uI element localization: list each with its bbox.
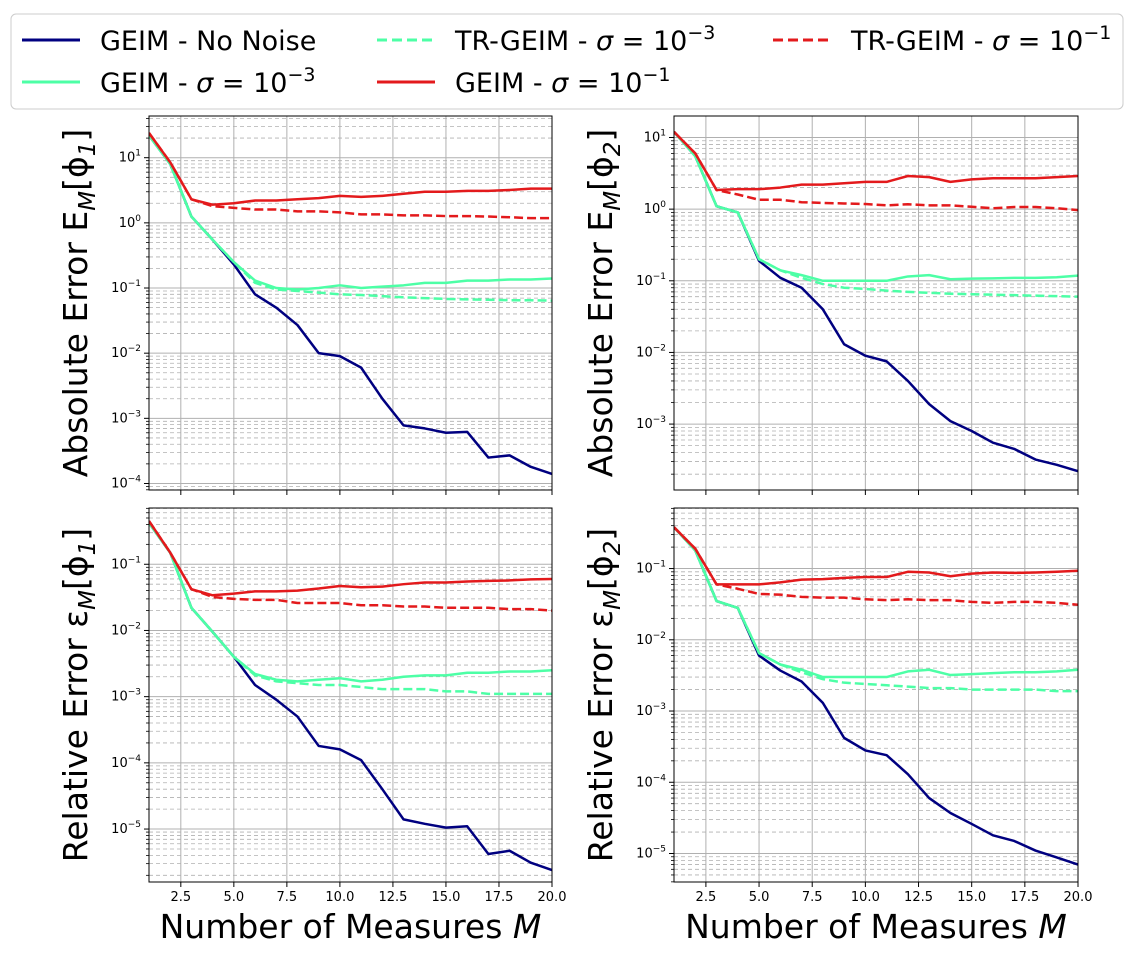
y-tick-label: 10−4 bbox=[111, 754, 141, 771]
axes-frame bbox=[673, 507, 1079, 883]
y-tick-label: 100 bbox=[644, 200, 667, 217]
y-tick-label: 10−4 bbox=[636, 773, 666, 790]
x-tick-label: 10.0 bbox=[851, 890, 880, 905]
series-line bbox=[674, 526, 1078, 586]
legend-label: TR-GEIM - σ = 10−1 bbox=[850, 22, 1111, 57]
series-line bbox=[674, 130, 1078, 192]
y-tick-label: 101 bbox=[644, 128, 666, 145]
series-line bbox=[149, 134, 552, 291]
panel-bottom-right: 2.5 5.0 7.5 10.0 12.5 15.0 17.5 20.0 10−5 10−4 10−… bbox=[581, 507, 1093, 946]
axes-frame bbox=[148, 115, 553, 491]
legend-item: TR-GEIM - σ = 10−3 bbox=[377, 22, 715, 57]
panel-top-right: 10−3 10−2 10−1 100 101 Absolute Error EM[ϕ2] bbox=[581, 115, 1079, 495]
grid bbox=[149, 508, 552, 882]
y-tick-label: 10−5 bbox=[111, 820, 141, 837]
series-line bbox=[149, 134, 552, 302]
y-tick-label: 10−5 bbox=[636, 845, 666, 862]
y-tick-label: 10−1 bbox=[111, 555, 141, 572]
y-tick-label: 10−1 bbox=[636, 272, 666, 289]
legend-label: GEIM - No Noise bbox=[100, 26, 316, 57]
series-line bbox=[149, 134, 552, 476]
y-tick-label: 10−2 bbox=[111, 344, 141, 361]
series-line bbox=[674, 130, 1078, 298]
y-tick-label: 10−1 bbox=[636, 560, 666, 577]
series-line bbox=[149, 132, 552, 220]
x-tick-label: 7.5 bbox=[802, 890, 823, 905]
x-tick-label: 5.0 bbox=[749, 890, 770, 905]
x-tick-label: 20.0 bbox=[538, 890, 567, 905]
x-tick-label: 17.5 bbox=[484, 890, 513, 905]
x-tick-label: 5.0 bbox=[223, 890, 244, 905]
series-group bbox=[149, 132, 552, 476]
y-tick-label: 10−2 bbox=[636, 631, 666, 648]
x-tick-label: 20.0 bbox=[1064, 890, 1093, 905]
y-tick-label: 10−2 bbox=[636, 343, 666, 360]
x-tick-label: 12.5 bbox=[378, 890, 407, 905]
legend-label: TR-GEIM - σ = 10−3 bbox=[454, 22, 715, 57]
y-tick-label: 10−1 bbox=[111, 279, 141, 296]
grid bbox=[674, 116, 1078, 490]
x-tick-label: 10.0 bbox=[325, 890, 354, 905]
y-tick-label: 101 bbox=[119, 149, 141, 166]
legend-item: GEIM - No Noise bbox=[22, 26, 316, 57]
y-tick-label: 10−2 bbox=[111, 621, 141, 638]
y-tick-label: 100 bbox=[119, 214, 142, 231]
legend: GEIM - No Noise GEIM - σ = 10−3 TR-GEIM - … bbox=[10, 13, 1124, 110]
series-line bbox=[149, 522, 552, 696]
axes-frame bbox=[673, 115, 1079, 491]
series-line bbox=[149, 520, 552, 612]
grid bbox=[149, 116, 552, 490]
series-line bbox=[674, 130, 1078, 283]
x-tick-label: 2.5 bbox=[696, 890, 717, 905]
x-axis-label: Number of Measures M bbox=[160, 907, 542, 946]
series-line bbox=[674, 526, 1078, 693]
y-axis-label: Absolute Error EM[ϕ1] bbox=[56, 129, 101, 478]
x-tick-label: 7.5 bbox=[277, 890, 298, 905]
grid bbox=[674, 508, 1078, 882]
y-axis-label: Relative Error εM[ϕ1] bbox=[56, 528, 101, 862]
x-tick-label: 17.5 bbox=[1010, 890, 1039, 905]
y-tick-label: 10−4 bbox=[111, 474, 141, 491]
legend-label: GEIM - σ = 10−3 bbox=[100, 64, 315, 99]
legend-label: GEIM - σ = 10−1 bbox=[455, 64, 670, 99]
series-line bbox=[149, 522, 552, 683]
legend-item: GEIM - σ = 10−3 bbox=[22, 64, 315, 99]
y-tick-label: 10−3 bbox=[111, 409, 141, 426]
series-group bbox=[149, 520, 552, 872]
y-axis-label: Relative Error εM[ϕ2] bbox=[581, 528, 626, 862]
x-tick-label: 2.5 bbox=[170, 890, 191, 905]
legend-item: TR-GEIM - σ = 10−1 bbox=[773, 22, 1111, 57]
series-group bbox=[674, 130, 1078, 473]
y-tick-label: 10−3 bbox=[636, 702, 666, 719]
x-tick-label: 15.0 bbox=[957, 890, 986, 905]
legend-item: GEIM - σ = 10−1 bbox=[377, 64, 670, 99]
series-group bbox=[674, 526, 1078, 866]
series-line bbox=[149, 132, 552, 206]
panel-top-left: 10−4 10−3 10−2 10−1 100 101 Absolute Error EM[… bbox=[56, 115, 553, 495]
panel-bottom-left: 2.5 5.0 7.5 10.0 12.5 15.0 17.5 20.0 10−5 10−4 10−… bbox=[56, 507, 567, 946]
x-axis-label: Number of Measures M bbox=[685, 907, 1067, 946]
y-tick-label: 10−3 bbox=[111, 688, 141, 705]
series-line bbox=[149, 520, 552, 597]
series-line bbox=[674, 130, 1078, 212]
y-tick-label: 10−3 bbox=[636, 415, 666, 432]
x-tick-label: 12.5 bbox=[904, 890, 933, 905]
y-axis-label: Absolute Error EM[ϕ2] bbox=[581, 129, 626, 478]
series-line bbox=[674, 526, 1078, 679]
axes-frame bbox=[148, 507, 553, 883]
legend-box bbox=[10, 13, 1124, 110]
series-line bbox=[674, 526, 1078, 607]
x-tick-label: 15.0 bbox=[431, 890, 460, 905]
